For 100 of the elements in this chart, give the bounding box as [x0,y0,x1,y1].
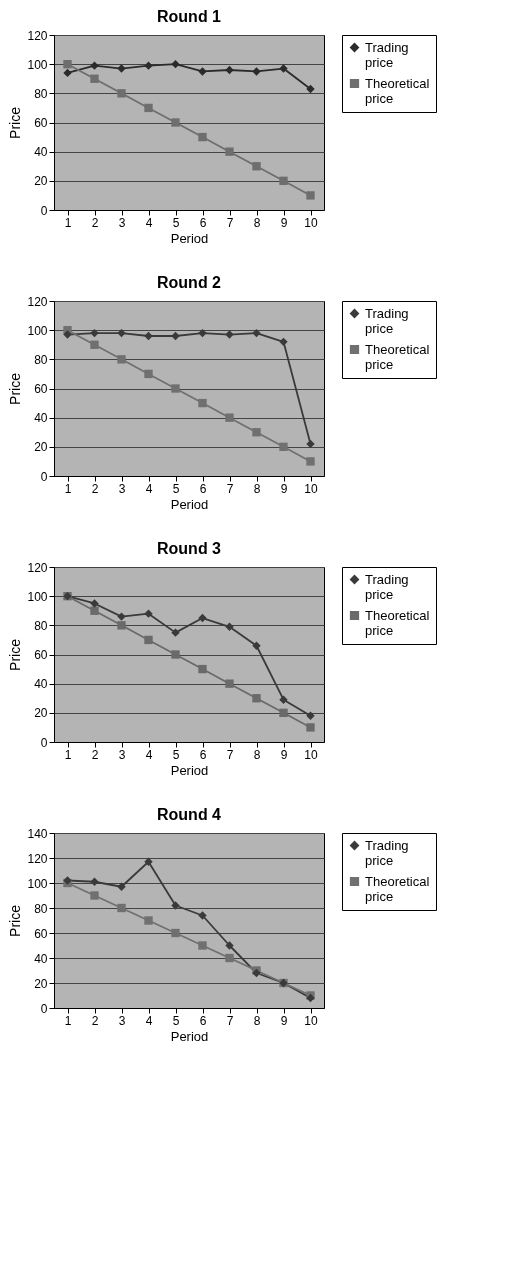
x-tick-label: 2 [91,481,99,496]
y-tick-label: 60 [34,926,48,941]
y-tick-label: 80 [34,618,48,633]
x-tick-label: 7 [226,215,234,230]
point [90,877,99,886]
point [171,384,180,393]
x-tick-label: 4 [145,481,153,496]
legend-label: Theoretical price [365,75,430,106]
point [225,953,234,963]
point [171,331,180,341]
point [117,903,126,913]
y-axis-title: Price [7,904,24,937]
legend-label: Trading price [365,39,409,70]
point [171,928,180,938]
point [198,911,207,920]
point [252,328,261,338]
x-tick-label: 3 [118,215,126,230]
x-tick-label: 10 [304,481,318,496]
x-tick-label: 5 [172,747,180,762]
y-tick-label: 120 [27,560,48,575]
point [144,857,153,866]
point [279,442,288,452]
y-tick-label: 40 [34,145,48,160]
legend-label: Trading price [365,837,409,868]
point [117,612,126,621]
x-tick-label: 4 [145,1013,153,1028]
point [225,941,234,950]
x-tick-label: 1 [64,1013,72,1028]
y-tick-label: 0 [40,1001,48,1016]
x-tick-label: 8 [253,215,261,230]
x-axis-title: Period [170,230,209,246]
x-tick-label: 4 [145,747,153,762]
point [171,59,180,69]
point [306,84,315,94]
x-tick-label: 6 [199,747,207,762]
y-tick-label: 100 [27,57,48,72]
x-tick-label: 5 [172,215,180,230]
legend-label: Theoretical price [365,607,430,638]
y-tick-label: 100 [27,323,48,338]
x-axis-title: Period [170,762,209,778]
point [117,621,126,630]
point [144,369,153,379]
point [90,891,99,900]
y-tick-label: 120 [27,28,48,43]
point [225,65,234,75]
point [306,191,315,200]
point [117,89,126,98]
point [144,609,153,618]
point [171,628,180,637]
point [63,68,72,78]
point [144,331,153,341]
point [90,599,99,608]
y-axis-title: Price [7,106,24,139]
y-tick-label: 20 [34,440,48,455]
point [252,694,261,703]
point [306,439,315,449]
x-tick-label: 7 [226,747,234,762]
x-tick-label: 8 [253,747,261,762]
y-tick-label: 80 [34,901,48,916]
point [198,328,207,338]
x-tick-label: 2 [91,747,99,762]
point [117,355,126,364]
point [225,330,234,339]
x-tick-label: 4 [145,215,153,230]
x-tick-label: 1 [64,747,72,762]
y-tick-label: 80 [34,86,48,101]
point [279,695,288,704]
point [90,74,99,83]
y-tick-label: 0 [40,469,48,484]
y-tick-label: 120 [27,294,48,309]
y-tick-label: 100 [27,589,48,604]
x-axis-title: Period [170,496,209,512]
y-axis-title: Price [7,372,24,405]
chart-title: Round 1 [157,8,222,25]
chart-title: Round 2 [157,274,222,291]
x-tick-label: 3 [118,481,126,496]
legend-label: Theoretical price [365,341,430,372]
point [90,61,99,70]
x-tick-label: 6 [199,215,207,230]
y-tick-label: 20 [34,706,48,721]
x-tick-label: 3 [118,1013,126,1028]
point [90,328,99,338]
point [279,64,288,73]
y-tick-label: 40 [34,677,48,692]
y-tick-label: 20 [34,976,48,991]
y-tick-label: 100 [27,876,48,891]
point [225,622,234,631]
point [306,457,315,466]
point [90,606,99,615]
point [198,664,207,674]
y-tick-label: 0 [40,735,48,750]
point [63,59,72,69]
legend-label: Theoretical price [365,873,430,904]
y-tick-label: 60 [34,382,48,396]
y-tick-label: 120 [27,851,48,866]
point [306,723,315,732]
point [306,711,315,720]
chart-title: Round 3 [157,540,222,557]
y-tick-label: 60 [34,648,48,662]
x-tick-label: 9 [280,747,288,762]
